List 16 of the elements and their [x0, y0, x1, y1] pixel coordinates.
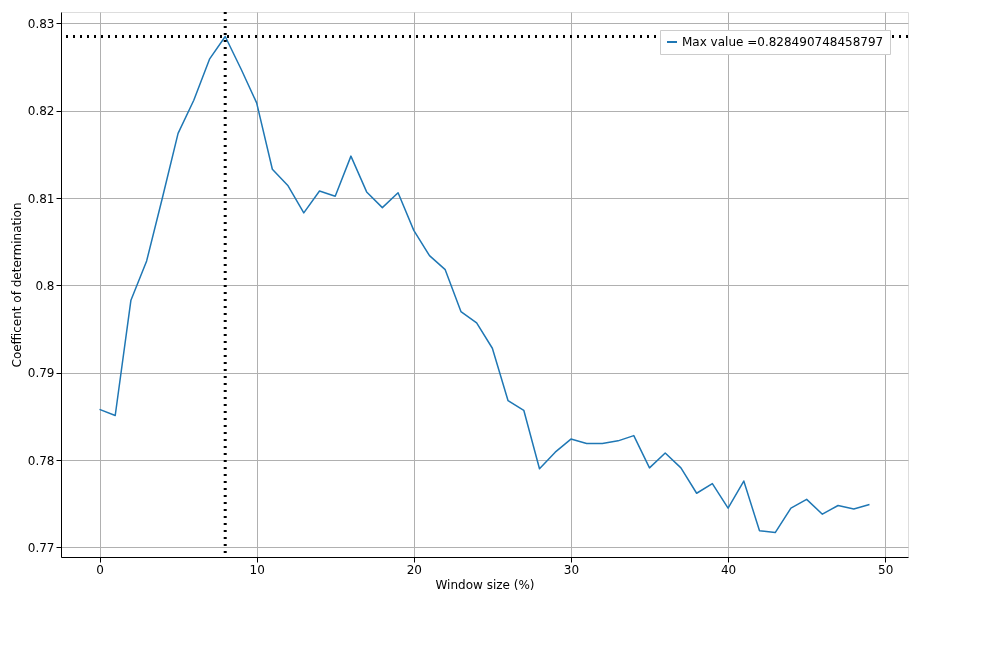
x-axis-title: Window size (%)	[435, 577, 535, 592]
x-tick-label: 10	[249, 562, 265, 577]
x-tick-label: 40	[720, 562, 737, 577]
y-tick-label: 0.82	[27, 104, 55, 119]
y-tick-label: 0.77	[27, 540, 55, 555]
y-axis-title: Coefficent of determination	[9, 202, 24, 368]
x-tick-label: 0	[96, 562, 104, 577]
y-tick-label: 0.81	[27, 191, 55, 206]
x-tick-label: 30	[563, 562, 580, 577]
y-tick-label: 0.78	[27, 453, 55, 468]
y-tick-label: 0.83	[27, 16, 55, 31]
y-tick-label: 0.79	[27, 366, 55, 381]
legend-label: Max value =0.828490748458797	[682, 35, 884, 49]
y-tick-label: 0.8	[35, 278, 55, 293]
x-tick-label: 20	[406, 562, 422, 577]
x-tick-label: 50	[878, 562, 894, 577]
